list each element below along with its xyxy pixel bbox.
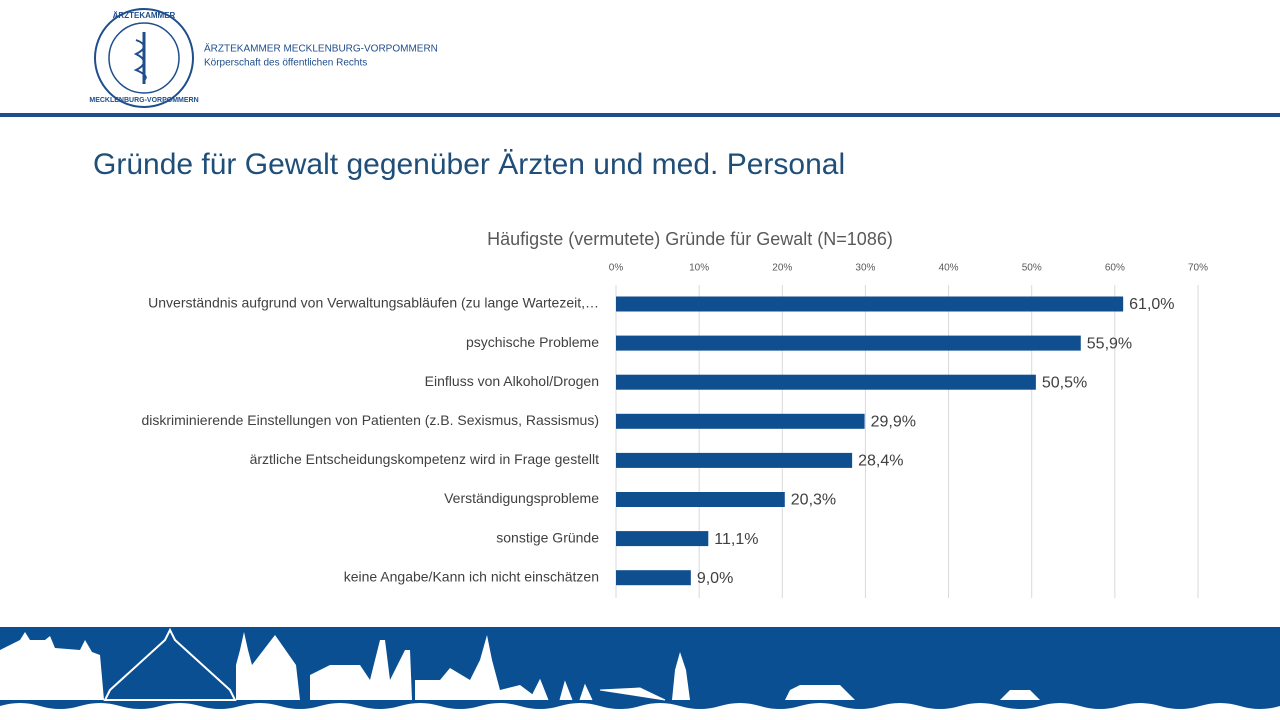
bar: [616, 452, 853, 468]
logo: ÄRZTEKAMMER MECKLENBURG-VORPOMMERN ÄRZTE…: [89, 8, 438, 108]
skyline-lighthouse: [672, 652, 690, 700]
category-label: diskriminierende Einstellungen von Patie…: [141, 412, 599, 428]
category-label: Verständigungsprobleme: [444, 490, 599, 506]
bar: [616, 296, 1124, 312]
footer: [0, 627, 1280, 720]
x-tick-label: 20%: [772, 263, 792, 274]
value-label: 61,0%: [1129, 296, 1174, 313]
org-name: ÄRZTEKAMMER MECKLENBURG-VORPOMMERN: [204, 43, 438, 55]
value-label: 29,9%: [871, 414, 916, 431]
value-label: 28,4%: [858, 453, 903, 470]
bar: [616, 335, 1081, 351]
skyline-church: [415, 635, 540, 700]
category-label: Unverständnis aufgrund von Verwaltungsab…: [148, 295, 599, 311]
bar: [616, 570, 691, 586]
plot: 0% 10% 20% 30% 40% 50% 60% 70% Unverständnis auf…: [141, 263, 1208, 598]
category-label: ärztliche Entscheidungskompetenz wird in…: [250, 451, 600, 467]
x-tick-label: 40%: [939, 263, 959, 274]
skyline-boats: [529, 678, 666, 701]
header-rule: [0, 113, 1280, 117]
category-label: Einfluss von Alkohol/Drogen: [425, 373, 599, 389]
x-tick-label: 60%: [1105, 263, 1125, 274]
value-label: 50,5%: [1042, 374, 1087, 391]
waves: [0, 703, 1280, 720]
seal-top: ÄRZTEKAMMER: [113, 11, 176, 20]
bar: [616, 413, 865, 429]
category-label: sonstige Gründe: [496, 529, 599, 545]
x-tick-label: 50%: [1022, 263, 1042, 274]
x-tick-label: 10%: [689, 263, 709, 274]
x-tick-label: 30%: [855, 263, 875, 274]
bar: [616, 531, 709, 547]
skyline-harbour: [310, 640, 412, 700]
skyline-ships: [785, 685, 1040, 700]
x-tick-label: 0%: [609, 263, 624, 274]
value-label: 55,9%: [1087, 335, 1132, 352]
category-label: keine Angabe/Kann ich nicht einschätzen: [344, 568, 599, 584]
skyline-bridge: [103, 627, 237, 701]
seal-bottom: MECKLENBURG-VORPOMMERN: [89, 97, 198, 104]
snake: [133, 39, 147, 81]
org-sub: Körperschaft des öffentlichen Rechts: [204, 58, 367, 69]
value-label: 11,1%: [714, 531, 758, 548]
bar: [616, 492, 785, 507]
value-label: 9,0%: [697, 570, 733, 587]
skyline-townhall: [236, 632, 300, 700]
seal-inner: [108, 22, 180, 94]
bar: [616, 374, 1036, 390]
slide-title: Gründe für Gewalt gegenüber Ärzten und m…: [93, 148, 845, 181]
category-label: psychische Probleme: [466, 334, 599, 350]
value-label: 20,3%: [791, 492, 836, 509]
chart-title: Häufigste (vermutete) Gründe für Gewalt …: [487, 229, 893, 249]
x-tick-label: 70%: [1188, 263, 1208, 274]
skyline-castle: [0, 632, 104, 700]
